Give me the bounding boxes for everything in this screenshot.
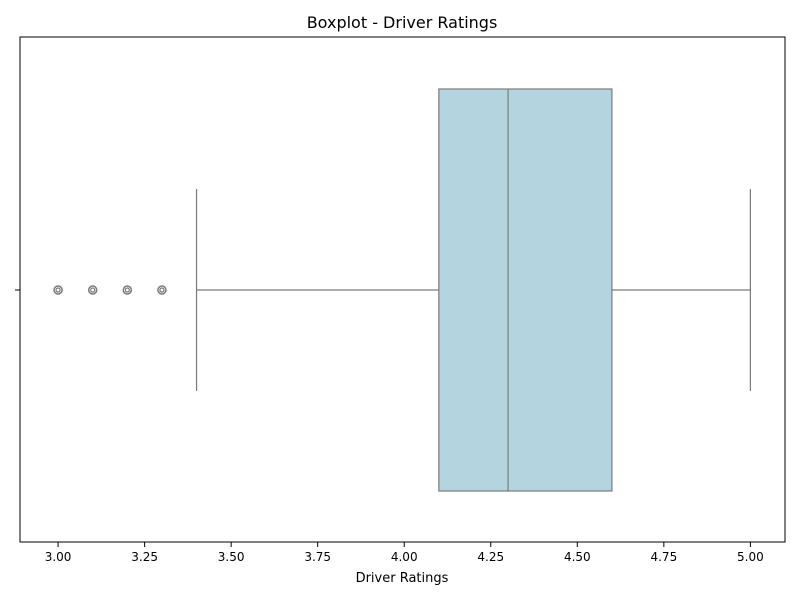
x-axis-label: Driver Ratings [356, 571, 449, 586]
x-tick-label: 3.25 [131, 550, 158, 564]
x-tick-label: 3.75 [304, 550, 331, 564]
outlier-point-inner [159, 287, 165, 293]
outlier-point [122, 285, 133, 295]
iqr-box [438, 88, 613, 492]
chart-title: Boxplot - Driver Ratings [307, 13, 498, 32]
x-tick-label: 4.25 [477, 550, 504, 564]
x-axis: 3.00 3.25 3.50 3.75 4.00 4.25 4.50 4.75 5.00 [45, 542, 764, 564]
x-tick-label: 3.50 [218, 550, 245, 564]
outlier-point-inner [55, 287, 61, 293]
outlier-point-inner [124, 287, 130, 293]
plot-area [53, 88, 751, 492]
outlier-point [87, 285, 98, 295]
x-tick-label: 4.50 [564, 550, 591, 564]
x-tick-label: 4.75 [650, 550, 677, 564]
x-tick-label: 4.00 [391, 550, 418, 564]
outlier-point [53, 285, 63, 295]
outlier-point [157, 285, 167, 295]
outlier-point-inner [90, 287, 96, 293]
x-tick-label: 5.00 [737, 550, 764, 564]
x-tick-label: 3.00 [45, 550, 72, 564]
